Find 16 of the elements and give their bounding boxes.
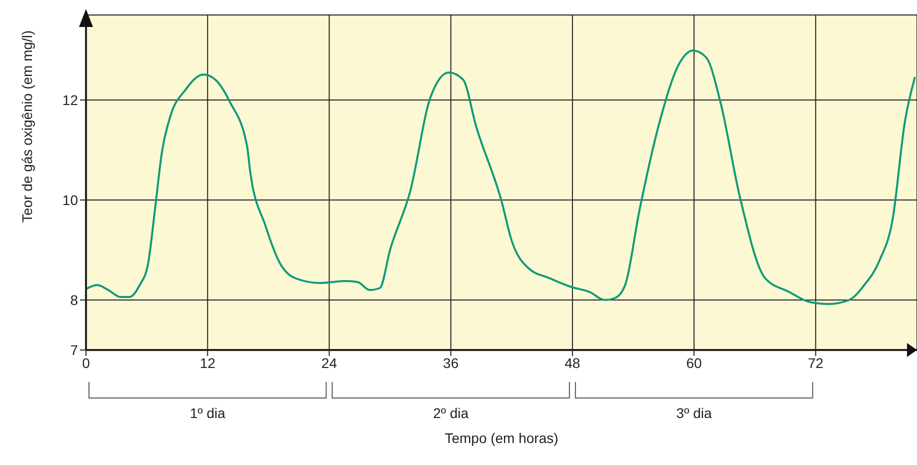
x-tick-label: 24 <box>321 354 338 371</box>
y-axis-title: Teor de gás oxigênio (em mg/l) <box>18 30 35 222</box>
text: 1º dia <box>190 405 226 421</box>
text: 3º dia <box>676 405 712 421</box>
x-axis-title: Tempo (em horas) <box>444 430 558 446</box>
x-tick-label: 60 <box>686 354 702 371</box>
y-tick-label: 10 <box>62 192 78 208</box>
y-tick-label: 12 <box>62 92 78 108</box>
x-tick-label: 48 <box>564 354 580 371</box>
y-tick-label: 8 <box>70 292 78 308</box>
x-tick-label: 12 <box>200 354 216 371</box>
y-tick-label: 7 <box>70 342 78 358</box>
x-tick-label: 36 <box>443 354 459 371</box>
x-tick-label: 0 <box>82 354 90 371</box>
text: 2º dia <box>433 405 469 421</box>
x-tick-label: 72 <box>808 354 824 371</box>
